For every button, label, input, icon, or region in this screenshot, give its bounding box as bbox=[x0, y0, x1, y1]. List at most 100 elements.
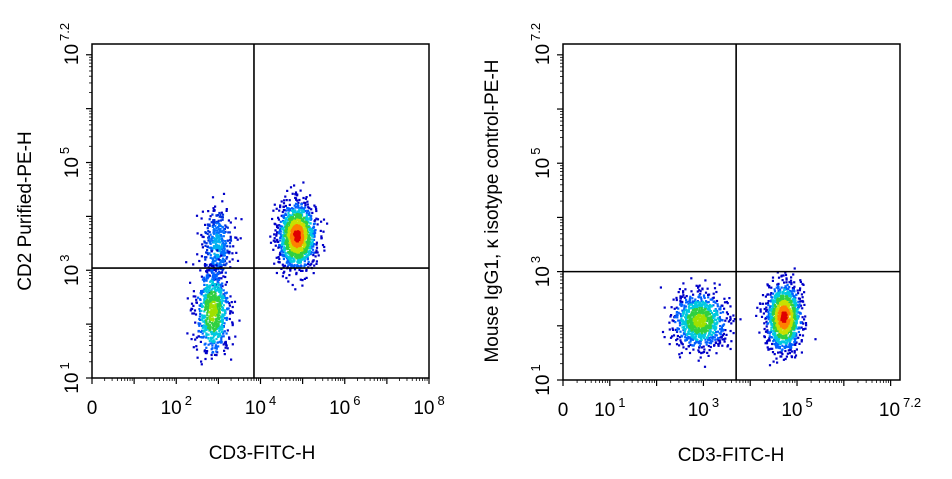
event-dot-pop1 bbox=[692, 321, 695, 324]
event-dot-pop1 bbox=[209, 215, 212, 218]
event-dot-pop1 bbox=[729, 347, 732, 351]
event-dot-pop0 bbox=[786, 309, 789, 312]
event-dot-pop1 bbox=[686, 322, 689, 325]
event-dot-pop0 bbox=[784, 320, 787, 323]
event-dot-pop1 bbox=[720, 327, 723, 331]
event-dot-pop2 bbox=[224, 283, 227, 286]
event-dot-pop1 bbox=[698, 320, 701, 323]
right-y-axis-label: Mouse IgG1, κ isotype control-PE-H bbox=[482, 59, 503, 362]
event-dot-pop0 bbox=[789, 338, 792, 341]
event-dot-pop2 bbox=[231, 343, 234, 346]
event-dot-pop2 bbox=[211, 299, 214, 302]
event-dot-pop1 bbox=[688, 299, 692, 302]
event-dot-pop0 bbox=[772, 292, 775, 295]
event-dot-pop2 bbox=[190, 338, 193, 341]
event-dot-pop1 bbox=[720, 330, 723, 333]
event-dot-pop0 bbox=[287, 261, 290, 264]
event-dot-pop2 bbox=[209, 342, 212, 345]
event-dot-pop0 bbox=[280, 234, 283, 238]
event-dot-pop1 bbox=[673, 307, 676, 310]
event-dot-pop2 bbox=[226, 300, 229, 303]
event-dot-pop0 bbox=[312, 272, 315, 275]
event-dot-pop2 bbox=[216, 307, 219, 310]
event-dot-pop1 bbox=[716, 317, 719, 320]
event-dot-pop2 bbox=[211, 321, 214, 324]
event-dot-pop0 bbox=[293, 259, 296, 262]
event-dot-pop2 bbox=[210, 314, 213, 317]
event-dot-pop2 bbox=[215, 275, 218, 278]
event-dot-pop0 bbox=[289, 186, 293, 189]
event-dot-pop1 bbox=[659, 286, 662, 289]
event-dot-pop0 bbox=[279, 230, 282, 233]
event-dot-pop0 bbox=[300, 203, 303, 206]
event-dot-pop2 bbox=[211, 269, 214, 272]
event-dot-pop2 bbox=[211, 300, 214, 303]
event-dot-pop1 bbox=[679, 330, 682, 333]
event-dot-pop0 bbox=[782, 274, 785, 277]
event-dot-pop0 bbox=[772, 340, 775, 343]
event-dot-pop0 bbox=[769, 308, 772, 311]
event-dot-pop1 bbox=[680, 304, 683, 308]
event-dot-pop1 bbox=[228, 231, 231, 234]
event-dot-pop1 bbox=[228, 260, 231, 263]
event-dot-pop0 bbox=[291, 192, 294, 195]
event-dot-pop1 bbox=[703, 330, 706, 333]
event-dot-pop2 bbox=[205, 336, 208, 339]
event-dot-pop1 bbox=[719, 341, 722, 344]
event-dot-pop1 bbox=[212, 232, 216, 235]
event-dot-pop0 bbox=[286, 260, 289, 263]
event-dot-pop2 bbox=[202, 314, 205, 317]
event-dot-pop0 bbox=[776, 295, 779, 299]
event-dot-pop2 bbox=[203, 290, 206, 293]
event-dot-pop0 bbox=[310, 230, 313, 233]
event-dot-pop0 bbox=[791, 288, 794, 291]
event-dot-pop1 bbox=[701, 288, 704, 291]
event-dot-pop1 bbox=[223, 227, 226, 231]
event-dot-pop0 bbox=[781, 295, 784, 299]
event-dot-pop0 bbox=[280, 267, 283, 270]
event-dot-pop2 bbox=[204, 342, 207, 345]
event-dot-pop0 bbox=[797, 292, 800, 295]
event-dot-pop1 bbox=[225, 208, 228, 211]
event-dot-pop1 bbox=[721, 338, 724, 341]
event-dot-pop2 bbox=[208, 289, 211, 292]
event-dot-pop0 bbox=[784, 357, 787, 361]
event-dot-pop1 bbox=[704, 302, 707, 305]
y-tick-label: 107.2 bbox=[528, 23, 554, 65]
event-dot-pop2 bbox=[213, 300, 216, 304]
event-dot-pop1 bbox=[231, 258, 234, 261]
event-dot-pop0 bbox=[793, 351, 796, 354]
event-dot-pop0 bbox=[795, 293, 798, 296]
event-dot-pop0 bbox=[309, 243, 312, 246]
x-tick-base: 10 bbox=[594, 400, 615, 421]
event-dot-pop1 bbox=[691, 335, 694, 338]
event-dot-pop1 bbox=[213, 209, 216, 212]
event-dot-pop0 bbox=[280, 214, 283, 217]
event-dot-pop1 bbox=[682, 290, 685, 293]
event-dot-pop0 bbox=[306, 240, 309, 243]
event-dot-pop2 bbox=[215, 313, 219, 316]
event-dot-pop2 bbox=[208, 295, 211, 298]
event-dot-pop0 bbox=[299, 236, 303, 239]
event-dot-pop1 bbox=[719, 325, 722, 328]
event-dot-pop1 bbox=[699, 290, 702, 293]
event-dot-pop1 bbox=[732, 332, 735, 335]
event-dot-pop1 bbox=[711, 316, 714, 319]
event-dot-pop1 bbox=[220, 238, 224, 241]
event-dot-pop0 bbox=[276, 231, 279, 234]
event-dot-pop2 bbox=[211, 297, 214, 300]
event-dot-pop0 bbox=[276, 238, 279, 241]
event-dot-pop1 bbox=[226, 239, 229, 242]
event-dot-pop0 bbox=[784, 273, 788, 277]
event-dot-pop0 bbox=[296, 234, 299, 238]
event-dot-pop0 bbox=[284, 218, 287, 221]
event-dot-pop2 bbox=[220, 324, 223, 327]
event-dot-pop0 bbox=[288, 218, 291, 221]
event-dot-pop1 bbox=[222, 229, 225, 232]
event-dot-pop0 bbox=[301, 254, 304, 257]
event-dot-pop2 bbox=[209, 305, 212, 308]
event-dot-pop0 bbox=[801, 334, 805, 337]
event-dot-pop0 bbox=[297, 257, 300, 260]
event-dot-pop0 bbox=[287, 280, 290, 283]
event-dot-pop0 bbox=[791, 306, 794, 310]
